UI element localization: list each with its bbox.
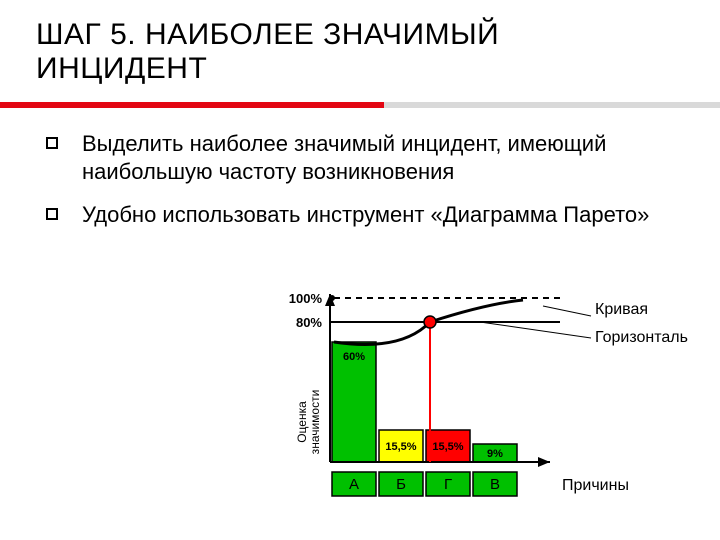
- bullet-item: Выделить наиболее значимый инцидент, име…: [46, 130, 686, 185]
- bullet-text: Удобно использовать инструмент «Диаграмм…: [82, 201, 649, 229]
- bar-value-label: 9%: [487, 448, 503, 460]
- y-axis-label: значимости: [308, 390, 322, 455]
- bar-value-label: 15,5%: [385, 441, 416, 453]
- pareto-chart: 100% 80% 60% 15,5% 15,5% 9% А Б Г В Оценказначимос…: [200, 290, 700, 540]
- bullet-square-icon: [46, 208, 58, 220]
- y-axis-label: Оценка: [295, 401, 309, 443]
- bar-value-label: 15,5%: [432, 441, 463, 453]
- underline-gray: [384, 102, 720, 108]
- ref-100-label: 100%: [289, 291, 323, 306]
- bullet-list: Выделить наиболее значимый инцидент, име…: [46, 130, 686, 245]
- x-axis-label: Причины: [562, 477, 629, 494]
- category-label: В: [490, 476, 500, 493]
- bullet-item: Удобно использовать инструмент «Диаграмм…: [46, 201, 686, 229]
- ref-80-label: 80%: [296, 315, 322, 330]
- chart-svg: 100% 80% 60% 15,5% 15,5% 9% А Б Г В Оценказначимос…: [200, 290, 700, 540]
- title-underline: [0, 102, 720, 108]
- bar-value-label: 60%: [343, 351, 365, 363]
- title-line-2: ИНЦИДЕНТ: [36, 52, 207, 85]
- slide-title: ШАГ 5. НАИБОЛЕЕ ЗНАЧИМЫЙ ИНЦИДЕНТ: [0, 0, 720, 86]
- intersection-marker: [424, 316, 436, 328]
- curve-label: Кривая: [595, 301, 648, 318]
- category-label: Г: [444, 476, 452, 493]
- bullet-square-icon: [46, 137, 58, 149]
- title-line-1: ШАГ 5. НАИБОЛЕЕ ЗНАЧИМЫЙ: [36, 18, 499, 51]
- horizontal-label: Горизонталь: [595, 329, 688, 346]
- underline-red: [0, 102, 384, 108]
- category-label: Б: [396, 476, 406, 493]
- category-label: А: [349, 476, 359, 493]
- bullet-text: Выделить наиболее значимый инцидент, име…: [82, 130, 686, 185]
